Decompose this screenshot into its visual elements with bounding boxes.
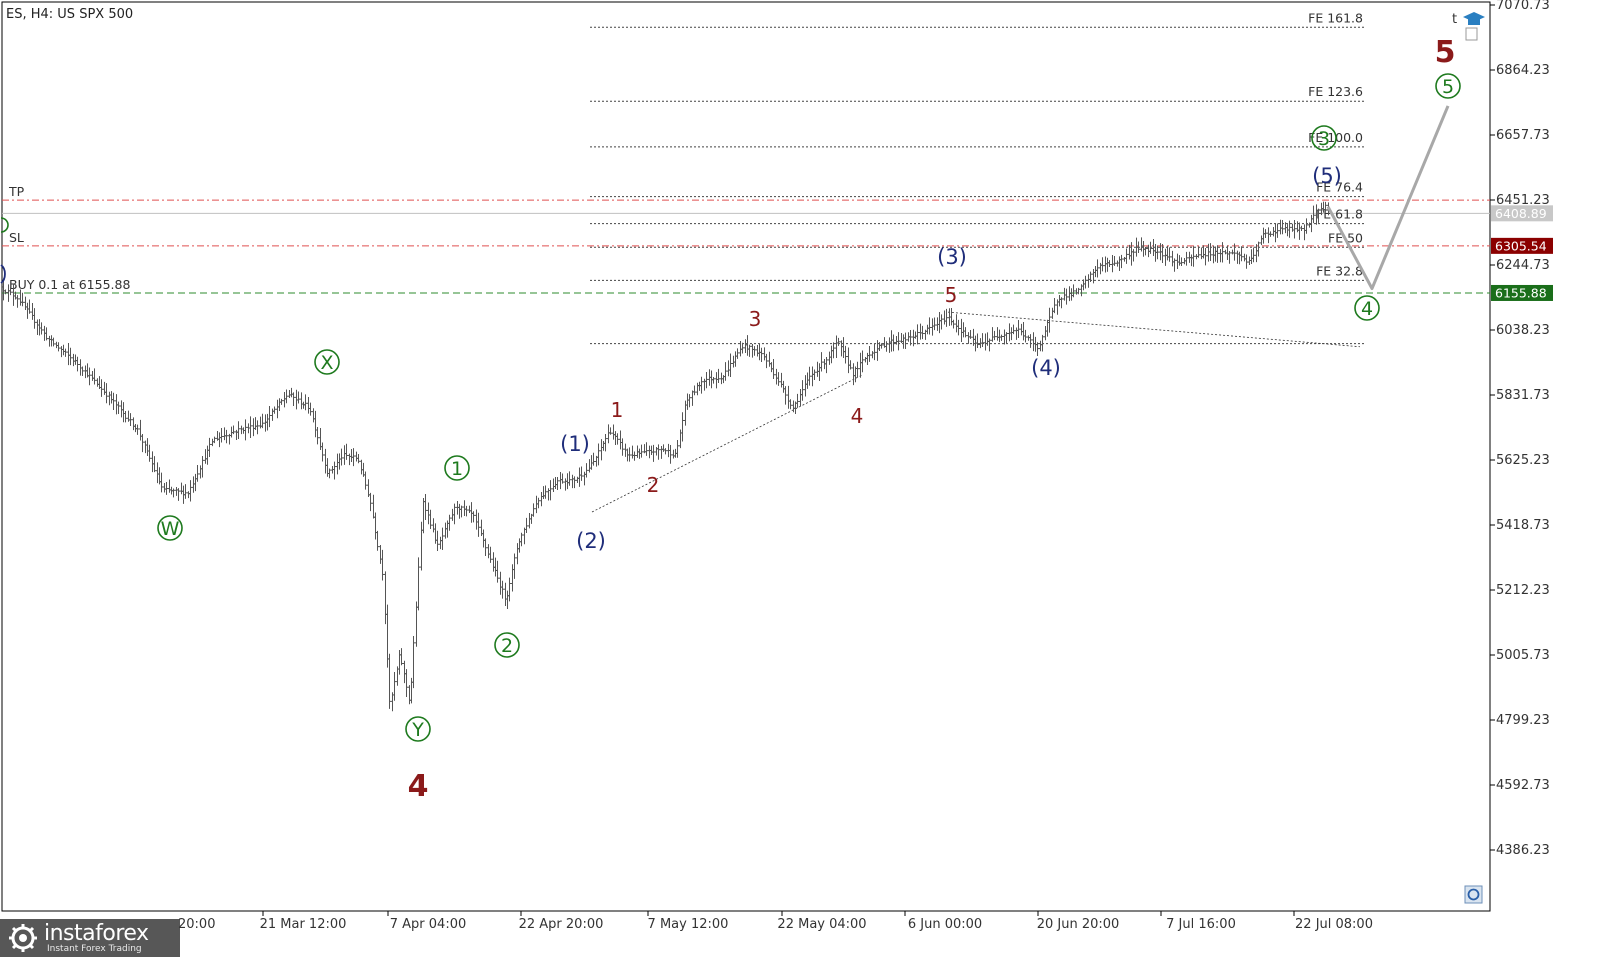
triangle-trendline	[947, 311, 1361, 348]
price-tick-label: 5005.73	[1496, 648, 1550, 663]
channel-trendline	[591, 374, 863, 513]
wave-label-green-2-circle	[494, 632, 520, 658]
price-tick-label: 5418.73	[1496, 518, 1550, 533]
fe-level-label: FE 61.8	[1316, 207, 1363, 222]
wave-label-x: X	[320, 352, 333, 374]
fe-level-label: FE 161.8	[1308, 10, 1363, 25]
trade-panel-icon[interactable]	[1465, 27, 1478, 41]
instaforex-logo: instaforex Instant Forex Trading	[0, 919, 180, 957]
price-tick-label: 5212.23	[1496, 583, 1550, 598]
plot-frame	[1, 1, 1491, 912]
wave-label-w-circle	[157, 515, 183, 541]
wave-label-navy-4: (4)	[1031, 356, 1061, 380]
time-tick-label: 22 Jul 08:00	[1295, 917, 1373, 932]
price-tick-label: 7070.73	[1496, 0, 1550, 13]
wave-label-minor-4: 4	[851, 404, 864, 428]
wave-label-navy-5: (5)	[1312, 164, 1342, 188]
price-tick-label: 6657.73	[1496, 128, 1550, 143]
wave-label-y: Y	[411, 719, 424, 741]
time-tick-label: 20 Jun 20:00	[1037, 917, 1120, 932]
wave-label-green-1-circle	[444, 455, 470, 481]
tp-label: TP	[8, 184, 25, 199]
object-list-icon[interactable]	[1464, 885, 1483, 904]
fe-level-label: FE 76.4	[1316, 180, 1363, 195]
fe-level-label: FE 123.6	[1308, 84, 1363, 99]
edge-green-wave-fragment	[0, 217, 9, 233]
object-list-circle-icon	[1467, 888, 1480, 901]
wave-label-green-3: 3	[1318, 128, 1330, 150]
wave-label-navy-1: (1)	[560, 432, 590, 456]
wave-label-navy-2: (2)	[576, 529, 606, 553]
brand-tagline: Instant Forex Trading	[47, 944, 142, 954]
graduation-cap-icon[interactable]	[1463, 12, 1485, 25]
current-price-badge: 6408.89	[1495, 206, 1547, 221]
current-price-badge-bg	[1491, 205, 1553, 222]
wave-label-minor-5: 5	[945, 283, 958, 307]
wave-label-green-2: 2	[501, 635, 513, 657]
wave-label-x-circle	[314, 349, 340, 375]
wave-label-minor-3: 3	[749, 307, 762, 331]
price-tick-label: 5625.23	[1496, 453, 1550, 468]
wave-label-minor-1: 1	[611, 398, 624, 422]
buy-price-badge-bg	[1491, 284, 1553, 301]
time-tick-label: 20:00	[178, 917, 215, 932]
sl-price-badge-bg	[1491, 237, 1553, 254]
price-tick-label: 4799.23	[1496, 713, 1550, 728]
price-tick-label: 6244.73	[1496, 258, 1550, 273]
wave-label-y-circle	[405, 716, 431, 742]
wave-label-green-4-circle	[1354, 295, 1380, 321]
price-tick-label: 6864.23	[1496, 63, 1550, 78]
edge-navy-wave-fragment	[0, 264, 6, 284]
sl-label: SL	[9, 230, 24, 245]
time-tick-label: 6 Jun 00:00	[908, 917, 982, 932]
buy-price-badge: 6155.88	[1495, 285, 1547, 300]
price-tick-label: 4386.23	[1496, 843, 1550, 858]
wave-label-green-5: 5	[1442, 76, 1454, 98]
time-tick-label: 22 Apr 20:00	[519, 917, 604, 932]
chart-title: ES, H4: US SPX 500	[6, 7, 133, 22]
sl-price-badge: 6305.54	[1495, 238, 1547, 253]
wave-label-minor-2: 2	[647, 473, 660, 497]
wave-label-navy-3: (3)	[937, 245, 967, 269]
wave-label-w: W	[161, 518, 180, 540]
time-tick-label: 7 May 12:00	[648, 917, 729, 932]
wave-label-green-5-circle	[1435, 73, 1461, 99]
wave-label-green-1: 1	[451, 458, 463, 480]
gear-logo-icon	[9, 924, 37, 952]
price-tick-label: 6038.23	[1496, 323, 1550, 338]
projection-path	[1326, 105, 1450, 291]
time-tick-label: 7 Apr 04:00	[390, 917, 467, 932]
price-tick-label: 5831.73	[1496, 388, 1550, 403]
wave-label-major-5: 5	[1435, 35, 1456, 70]
buy-label: BUY 0.1 at 6155.88	[9, 277, 130, 292]
time-tick-label: 21 Mar 12:00	[260, 917, 347, 932]
time-tick-label: 7 Jul 16:00	[1166, 917, 1236, 932]
trade-t-icon[interactable]: t	[1452, 12, 1457, 27]
time-tick-label: 22 May 04:00	[777, 917, 866, 932]
wave-label-major-4: 4	[408, 769, 429, 804]
price-tick-label: 4592.73	[1496, 778, 1550, 793]
wave-label-green-4: 4	[1361, 298, 1373, 320]
price-tick-label: 6451.23	[1496, 193, 1550, 208]
wave-label-green-3-circle	[1311, 125, 1337, 151]
fe-level-label: FE 32.8	[1316, 263, 1363, 278]
brand-name: instaforex	[44, 921, 149, 946]
